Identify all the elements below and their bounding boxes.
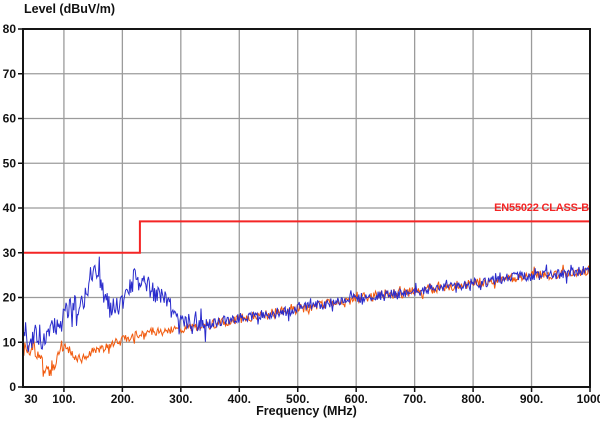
y-tick-label: 10	[3, 335, 17, 349]
orange-trace	[22, 264, 590, 377]
axis-tick-labels: 30 100. 200. 300. 400. 500. 600. 700. 800. 900. 10…	[3, 22, 600, 406]
plot-border	[22, 28, 591, 388]
y-tick-label: 40	[3, 201, 17, 215]
x-axis-title: Frequency (MHz)	[256, 404, 357, 418]
y-tick-label: 0	[9, 380, 16, 394]
x-tick-label: 400.	[228, 392, 251, 406]
limit-line	[23, 220, 590, 254]
y-tick-label: 80	[3, 22, 17, 36]
x-tick-label: 30	[24, 392, 38, 406]
y-tick-label: 30	[3, 246, 17, 260]
x-tick-label: 500.	[286, 392, 309, 406]
x-tick-label: 700.	[403, 392, 426, 406]
x-tick-label: 900.	[520, 392, 543, 406]
y-tick-label: 20	[3, 291, 17, 305]
x-tick-label: 200.	[111, 392, 134, 406]
x-tick-label: 300.	[169, 392, 192, 406]
limit-line-label: EN55022 CLASS-B	[494, 202, 589, 214]
x-tick-label: 800.	[461, 392, 484, 406]
y-tick-label: 70	[3, 67, 17, 81]
blue-trace	[22, 256, 590, 352]
y-axis-title: Level (dBuV/m)	[24, 2, 115, 16]
y-tick-label: 60	[3, 112, 17, 126]
x-tick-label: 100.	[52, 392, 75, 406]
y-tick-label: 50	[3, 156, 17, 170]
x-tick-label: 600.	[345, 392, 368, 406]
